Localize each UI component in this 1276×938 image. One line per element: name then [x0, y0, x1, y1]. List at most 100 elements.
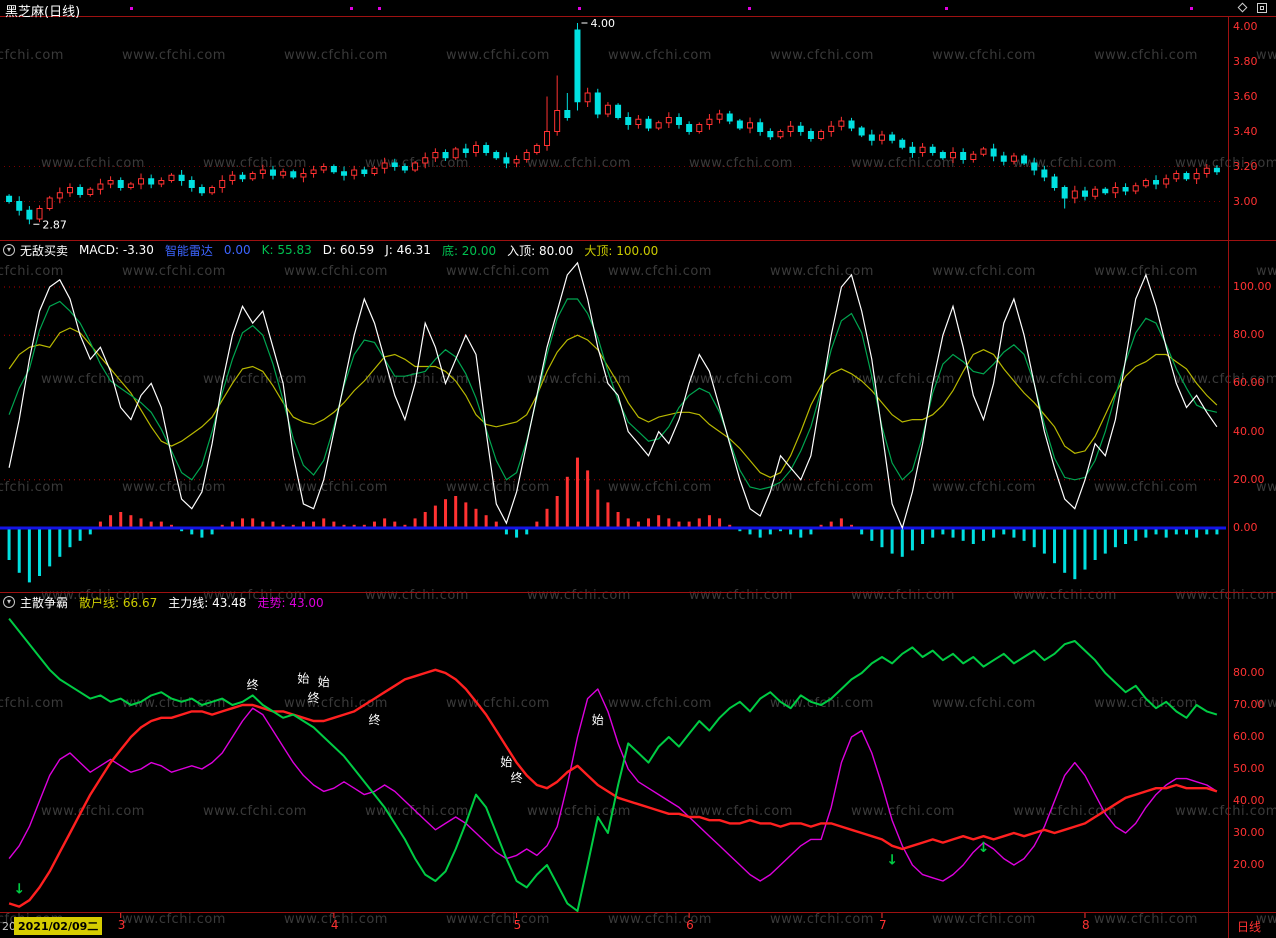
- macd-bar: [982, 528, 985, 541]
- macd-bar: [657, 515, 660, 528]
- macd-bar: [556, 496, 559, 528]
- macd-histogram[interactable]: [8, 458, 1219, 583]
- collapse-panel-icon[interactable]: ▾: [3, 596, 15, 608]
- candle-body: [1143, 181, 1148, 186]
- price-callouts: 4.002.87: [33, 17, 615, 231]
- month-label[interactable]: 3: [118, 918, 126, 932]
- candle-body: [555, 111, 560, 132]
- collapse-panel-icon[interactable]: ▾: [3, 244, 15, 256]
- candle-body: [443, 153, 448, 158]
- candle-body: [1113, 188, 1118, 193]
- month-label[interactable]: 8: [1082, 918, 1090, 932]
- candle-body: [301, 174, 306, 178]
- candle-body: [98, 184, 103, 189]
- retail-value: 散户线: 66.67: [79, 594, 157, 611]
- axis-tick-label: 3.80: [1233, 55, 1258, 68]
- candle-body: [1204, 168, 1209, 173]
- month-label[interactable]: 5: [514, 918, 522, 932]
- macd-bar: [901, 528, 904, 557]
- start-end-annotation: 终: [511, 770, 523, 785]
- candle-body: [707, 119, 712, 124]
- candle-body: [778, 132, 783, 137]
- candlestick-panel[interactable]: [7, 23, 1220, 224]
- candle-body: [636, 119, 641, 124]
- candle-body: [179, 175, 184, 180]
- candle-body: [514, 160, 519, 164]
- axis-tick-label: 40.00: [1233, 425, 1265, 438]
- axis-tick-label: 60.00: [1233, 376, 1265, 389]
- candle-body: [890, 135, 895, 140]
- candle-body: [656, 123, 661, 128]
- price-axis: 日线 4.003.803.603.403.203.00100.0080.0060…: [1229, 0, 1276, 938]
- candle-body: [1174, 174, 1179, 179]
- chart-title[interactable]: 黑芝麻(日线): [5, 1, 80, 20]
- macd-bar: [464, 502, 467, 528]
- axis-tick-label: 20.00: [1233, 473, 1265, 486]
- candle-body: [260, 170, 265, 174]
- candle-body: [128, 184, 133, 188]
- candle-body: [382, 163, 387, 168]
- axis-tick-label: 30.00: [1233, 826, 1265, 839]
- candle-body: [402, 167, 407, 171]
- bottom-value: 底: 20.00: [442, 242, 496, 259]
- candle-body: [149, 179, 154, 184]
- macd-bar: [1134, 528, 1137, 541]
- month-label[interactable]: 7: [879, 918, 887, 932]
- macd-bar: [129, 515, 132, 528]
- axis-tick-label: 4.00: [1233, 20, 1258, 33]
- start-end-annotation: 始: [318, 675, 330, 689]
- charts-canvas[interactable]: 4.002.87终始终始终始终始↓↓↓: [0, 0, 1276, 938]
- candle-body: [504, 158, 509, 163]
- candle-body: [453, 149, 458, 158]
- candle-body: [463, 149, 468, 153]
- axis-tick-label: 3.60: [1233, 90, 1258, 103]
- kdj-gridlines: [4, 287, 1224, 480]
- zhusan-line: [9, 619, 1217, 911]
- candle-body: [199, 188, 204, 193]
- candle-body: [362, 170, 367, 174]
- candle-body: [534, 146, 539, 153]
- kdj-line-J: [9, 263, 1217, 528]
- macd-bar: [1023, 528, 1026, 541]
- zhusan-lines[interactable]: [9, 619, 1217, 911]
- period-label[interactable]: 日线: [1237, 918, 1261, 935]
- candle-body: [727, 114, 732, 121]
- candle-body: [920, 147, 925, 152]
- candle-body: [250, 174, 255, 179]
- axis-tick-label: 50.00: [1233, 762, 1265, 775]
- zhusan-line: [9, 670, 1217, 907]
- kdj-lines[interactable]: [9, 263, 1217, 528]
- indicator-title-wudimaimai[interactable]: 无敌买卖: [20, 242, 68, 259]
- restore-window-icon[interactable]: [1257, 3, 1267, 13]
- macd-bar: [566, 477, 569, 528]
- macd-bar: [109, 515, 112, 528]
- candle-body: [78, 188, 83, 195]
- candle-body: [230, 175, 235, 180]
- candle-body: [930, 147, 935, 152]
- candle-body: [839, 121, 844, 126]
- min-price-label: 2.87: [42, 218, 67, 231]
- indicator-title-zhusanzhengba[interactable]: 主散争霸: [20, 594, 68, 611]
- axis-tick-label: 80.00: [1233, 328, 1265, 341]
- month-label[interactable]: 4: [331, 918, 339, 932]
- macd-value: MACD: -3.30: [79, 243, 154, 257]
- candle-body: [37, 209, 42, 220]
- diamond-icon[interactable]: [1238, 3, 1248, 13]
- d-value: D: 60.59: [323, 243, 374, 257]
- zhusan-panel-header: ▾ 主散争霸散户线: 66.67主力线: 43.48走势: 43.00: [0, 594, 335, 610]
- macd-bar: [1083, 528, 1086, 570]
- axis-tick-label: 20.00: [1233, 858, 1265, 871]
- candle-body: [717, 114, 722, 119]
- candle-body: [1011, 156, 1016, 161]
- candle-body: [1052, 177, 1057, 188]
- month-label[interactable]: 6: [686, 918, 694, 932]
- trading-terminal: www.cfchi.comwww.cfchi.comwww.cfchi.comw…: [0, 0, 1276, 938]
- macd-bar: [1053, 528, 1056, 563]
- candle-body: [57, 193, 62, 198]
- axis-tick-label: 70.00: [1233, 698, 1265, 711]
- candle-body: [616, 105, 621, 117]
- macd-bar: [962, 528, 965, 541]
- date-axis[interactable]: 20 2021/02/09二 345678: [0, 913, 1228, 938]
- candle-body: [1184, 174, 1189, 179]
- axis-tick-label: 60.00: [1233, 730, 1265, 743]
